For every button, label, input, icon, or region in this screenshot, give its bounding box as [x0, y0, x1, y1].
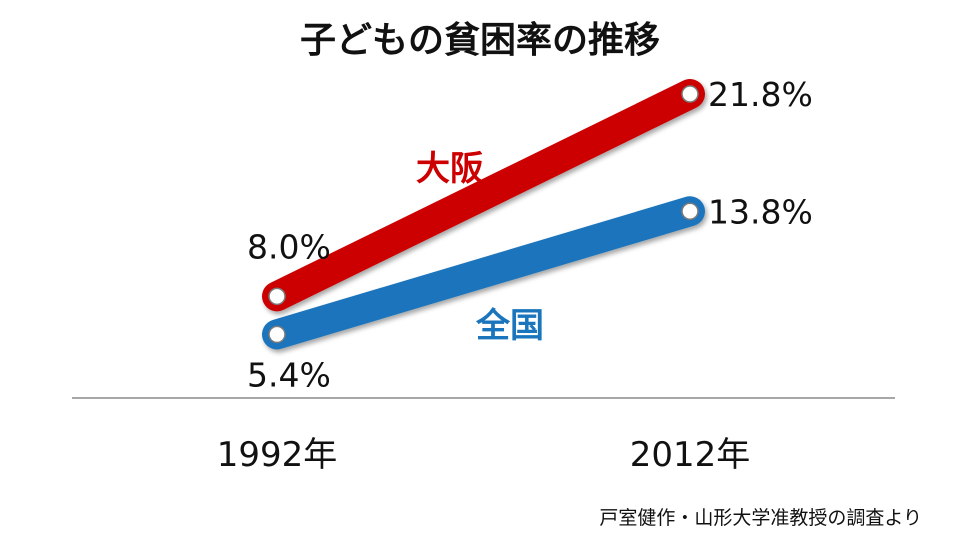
data-point-national-2: [681, 202, 699, 221]
series-line-osaka: [262, 79, 705, 312]
x-tick-label-2012: 2012年: [630, 435, 751, 475]
data-point-osaka-2: [681, 85, 699, 103]
data-label-national-2: 13.8%: [708, 192, 813, 231]
source-note: 戸室健作・山形大学准教授の調査より: [599, 507, 922, 529]
data-label-national-1: 5.4%: [247, 355, 331, 394]
series-layer: [262, 79, 705, 350]
labels-layer: 8.0% 21.8% 大阪 5.4% 13.8% 全国: [247, 75, 813, 394]
data-point-national-1: [268, 325, 286, 344]
series-label-osaka: 大阪: [416, 149, 484, 189]
data-point-osaka-1: [268, 287, 286, 306]
chart-title: 子どもの貧困率の推移: [300, 20, 660, 61]
series-label-national: 全国: [475, 306, 544, 346]
data-label-osaka-1: 8.0%: [247, 227, 331, 266]
x-tick-label-1992: 1992年: [217, 435, 338, 475]
series-line-national: [262, 196, 705, 350]
data-label-osaka-2: 21.8%: [708, 75, 813, 114]
